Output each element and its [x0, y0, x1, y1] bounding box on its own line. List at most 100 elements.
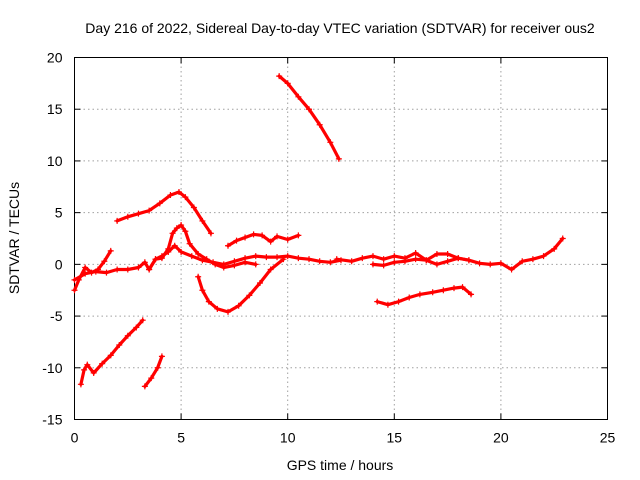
- series-arc-2: [71, 242, 344, 283]
- data-point: [252, 253, 259, 260]
- data-point: [267, 266, 274, 273]
- data-point: [250, 231, 257, 238]
- data-point: [380, 262, 387, 269]
- data-point: [274, 254, 281, 261]
- data-point: [284, 253, 291, 260]
- data-point: [114, 217, 121, 224]
- data-point: [146, 266, 153, 273]
- data-point: [468, 291, 475, 298]
- series-line: [79, 318, 145, 386]
- data-point: [369, 261, 376, 268]
- data-point: [295, 255, 302, 262]
- data-point: [188, 253, 195, 260]
- x-tick-label: 20: [493, 430, 509, 446]
- data-point: [82, 264, 89, 271]
- data-point: [276, 73, 283, 80]
- data-point: [235, 302, 242, 309]
- series-line: [375, 285, 473, 307]
- data-point: [508, 266, 515, 273]
- data-point: [178, 248, 185, 255]
- data-point: [173, 225, 180, 232]
- data-point: [327, 259, 334, 266]
- data-point: [84, 361, 91, 368]
- data-point: [256, 279, 263, 286]
- series-line: [196, 257, 285, 314]
- data-point: [487, 261, 494, 268]
- data-point: [114, 266, 121, 273]
- plot-frame: [74, 57, 608, 420]
- data-point: [139, 317, 146, 324]
- series-arc-6: [146, 222, 259, 273]
- data-point: [81, 366, 88, 373]
- data-point: [158, 255, 165, 262]
- data-point: [107, 352, 114, 359]
- x-tick-label: 15: [387, 430, 403, 446]
- y-tick-label: -10: [42, 360, 62, 376]
- data-point: [135, 210, 142, 217]
- ticks: 0 5 10 15 20 25 -15 -10 -5 0 5 10 15 20: [42, 50, 615, 446]
- x-axis-title: GPS time / hours: [287, 457, 394, 473]
- data-point: [99, 360, 106, 367]
- data-point: [169, 230, 176, 237]
- data-point: [559, 235, 566, 242]
- series-arc-10: [333, 235, 566, 273]
- data-point: [348, 258, 355, 265]
- data-point: [412, 249, 419, 256]
- data-point: [171, 242, 178, 249]
- data-point: [103, 269, 110, 276]
- data-point: [231, 262, 238, 269]
- data-point: [259, 232, 266, 239]
- y-axis-title: SDTVAR / TECUs: [6, 182, 22, 294]
- data-point: [124, 266, 131, 273]
- data-point: [71, 287, 78, 294]
- data-point: [107, 247, 114, 254]
- data-point: [92, 268, 99, 275]
- data-point: [154, 364, 161, 371]
- data-point: [141, 259, 148, 266]
- data-point: [529, 256, 536, 263]
- data-point: [101, 258, 108, 265]
- data-point: [203, 256, 210, 263]
- data-point: [199, 287, 206, 294]
- y-tick-label: 15: [47, 101, 63, 117]
- data-point: [306, 256, 313, 263]
- data-point: [135, 264, 142, 271]
- x-tick-label: 5: [177, 430, 185, 446]
- data-point: [182, 228, 189, 235]
- data-point: [295, 93, 302, 100]
- data-point: [333, 256, 340, 263]
- data-point: [246, 292, 253, 299]
- data-point: [433, 251, 440, 258]
- y-tick-label: 20: [47, 50, 63, 66]
- data-point: [225, 308, 232, 315]
- data-point: [391, 259, 398, 266]
- data-point: [406, 294, 413, 301]
- x-tick-label: 10: [280, 430, 296, 446]
- data-point: [369, 253, 376, 260]
- chart-title: Day 216 of 2022, Sidereal Day-to-day VTE…: [85, 20, 595, 36]
- series-line: [143, 354, 164, 388]
- series-arc-1: [71, 247, 114, 294]
- data-point: [374, 298, 381, 305]
- data-point: [165, 245, 172, 252]
- data-point: [274, 233, 281, 240]
- y-tick-label: 0: [55, 256, 63, 272]
- data-point: [295, 232, 302, 239]
- series-line: [371, 256, 471, 267]
- data-point: [77, 381, 84, 388]
- y-tick-label: -15: [42, 412, 62, 428]
- data-point: [71, 276, 78, 283]
- data-point: [316, 121, 323, 128]
- data-point: [252, 261, 259, 268]
- data-point: [152, 256, 159, 263]
- data-point: [242, 234, 249, 241]
- grid: [74, 57, 608, 420]
- data-point: [444, 258, 451, 265]
- data-point: [465, 257, 472, 264]
- data-point: [116, 342, 123, 349]
- y-tick-label: -5: [50, 308, 63, 324]
- data-point: [476, 260, 483, 267]
- data-point: [220, 264, 227, 271]
- data-point: [212, 261, 219, 268]
